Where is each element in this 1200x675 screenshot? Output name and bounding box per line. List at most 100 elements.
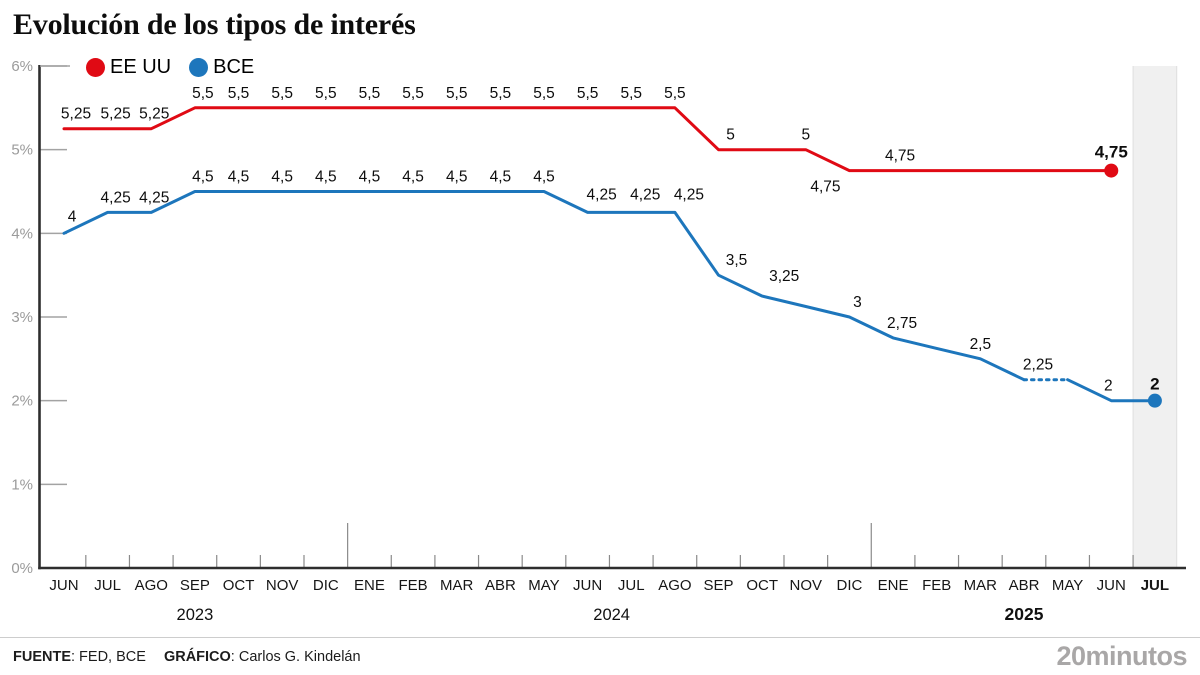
source-label: FUENTE xyxy=(13,648,71,665)
month-label: JUN xyxy=(1097,577,1126,594)
data-label: 2 xyxy=(1150,375,1159,394)
month-label: JUN xyxy=(573,577,602,594)
bce-series-dot-icon xyxy=(189,58,209,77)
data-label: 5,5 xyxy=(271,85,293,102)
data-label: 4,5 xyxy=(228,168,250,185)
legend-item-bce: BCE xyxy=(189,56,254,79)
y-axis-label: 0% xyxy=(11,560,33,577)
data-label: 5,5 xyxy=(359,85,381,102)
data-label: 4,25 xyxy=(139,189,169,206)
month-label: JUL xyxy=(94,577,121,594)
data-label: 4,5 xyxy=(359,168,381,185)
y-axis-label: 1% xyxy=(11,476,33,493)
data-label: 5,5 xyxy=(446,85,468,102)
legend-item-eeuu: EE UU xyxy=(86,56,171,79)
series-line-bce xyxy=(1066,378,1157,403)
y-axis-label: 6% xyxy=(11,58,33,75)
data-label: 5,5 xyxy=(664,85,686,102)
month-label: OCT xyxy=(223,577,255,594)
month-label: DIC xyxy=(837,577,863,594)
data-label: 4,75 xyxy=(885,148,915,165)
month-label: SEP xyxy=(704,577,734,594)
end-dot-bce xyxy=(1147,393,1162,408)
y-axis-label: 3% xyxy=(11,309,33,326)
month-label: NOV xyxy=(790,577,823,594)
data-label: 4,25 xyxy=(587,186,617,203)
data-label: 3,5 xyxy=(726,252,748,269)
data-label: 5,5 xyxy=(577,85,599,102)
data-label: 4 xyxy=(68,208,77,225)
month-label: JUL xyxy=(618,577,645,594)
data-label: 2 xyxy=(1104,378,1113,395)
month-label: JUN xyxy=(49,577,78,594)
data-label: 4,5 xyxy=(402,168,424,185)
footer: FUENTE: FED, BCE GRÁFICO: Carlos G. Kinde… xyxy=(0,637,1200,675)
data-label: 5,5 xyxy=(620,85,642,102)
data-label: 3,25 xyxy=(769,268,799,285)
month-label: ENE xyxy=(354,577,385,594)
year-label: 2023 xyxy=(177,606,214,624)
chart-title: Evolución de los tipos de interés xyxy=(13,8,416,41)
data-label: 5,25 xyxy=(61,106,91,123)
month-label: MAR xyxy=(964,577,998,594)
data-label: 4,75 xyxy=(810,179,840,196)
data-label: 5,5 xyxy=(402,85,424,102)
legend: EE UU BCE xyxy=(86,56,254,79)
month-label: SEP xyxy=(180,577,210,594)
data-label: 5,5 xyxy=(192,85,214,102)
series-line-bce xyxy=(62,190,1026,382)
month-label: OCT xyxy=(746,577,778,594)
month-label: AGO xyxy=(658,577,691,594)
data-label: 2,5 xyxy=(970,336,992,353)
graphic-label: GRÁFICO xyxy=(163,648,231,665)
data-label: 4,75 xyxy=(1095,143,1128,162)
data-label: 4,5 xyxy=(271,168,293,185)
data-label: 5,5 xyxy=(228,85,250,102)
data-label: 5,25 xyxy=(101,106,131,123)
y-axis-label: 5% xyxy=(11,142,33,159)
data-label: 4,25 xyxy=(630,186,660,203)
data-label: 5 xyxy=(726,127,735,144)
month-label: MAR xyxy=(440,577,474,594)
year-label: 2025 xyxy=(1005,604,1044,624)
end-dot-us xyxy=(1104,163,1119,178)
month-label: FEB xyxy=(922,577,951,594)
month-label: ENE xyxy=(878,577,909,594)
month-label: MAY xyxy=(528,577,559,594)
data-label: 5,5 xyxy=(315,85,337,102)
brand-logo: 20minutos xyxy=(1056,641,1187,671)
year-label: 2024 xyxy=(593,606,630,624)
data-label: 4,5 xyxy=(490,168,512,185)
month-label: NOV xyxy=(266,577,299,594)
data-label: 5,25 xyxy=(139,106,169,123)
month-label: ABR xyxy=(485,577,516,594)
data-label: 4,25 xyxy=(674,186,704,203)
data-label: 5 xyxy=(801,127,810,144)
month-label: ABR xyxy=(1009,577,1040,594)
current-month-band xyxy=(1133,66,1177,568)
data-label: 4,25 xyxy=(101,189,131,206)
y-axis-label: 2% xyxy=(11,393,33,410)
data-label: 3 xyxy=(853,294,862,311)
source-value: : FED, BCE xyxy=(71,648,146,665)
series-line-us xyxy=(62,106,1113,173)
month-label: DIC xyxy=(313,577,339,594)
data-label: 5,5 xyxy=(490,85,512,102)
data-label: 4,5 xyxy=(533,168,555,185)
data-label: 2,75 xyxy=(887,315,917,332)
legend-label-eeuu: EE UU xyxy=(110,56,172,78)
data-label: 5,5 xyxy=(533,85,555,102)
graphic-value: : Carlos G. Kindelán xyxy=(230,648,361,665)
month-label: JUL xyxy=(1141,577,1169,594)
data-label: 4,5 xyxy=(315,168,337,185)
footer-credits: FUENTE: FED, BCE GRÁFICO: Carlos G. Kinde… xyxy=(13,649,361,665)
data-label: 4,5 xyxy=(446,168,468,185)
legend-label-bce: BCE xyxy=(213,56,255,78)
us-series-dot-icon xyxy=(86,58,105,77)
month-label: AGO xyxy=(135,577,168,594)
y-axis-label: 4% xyxy=(11,225,33,242)
data-label: 2,25 xyxy=(1023,357,1053,374)
month-label: MAY xyxy=(1052,577,1083,594)
data-label: 4,5 xyxy=(192,168,214,185)
